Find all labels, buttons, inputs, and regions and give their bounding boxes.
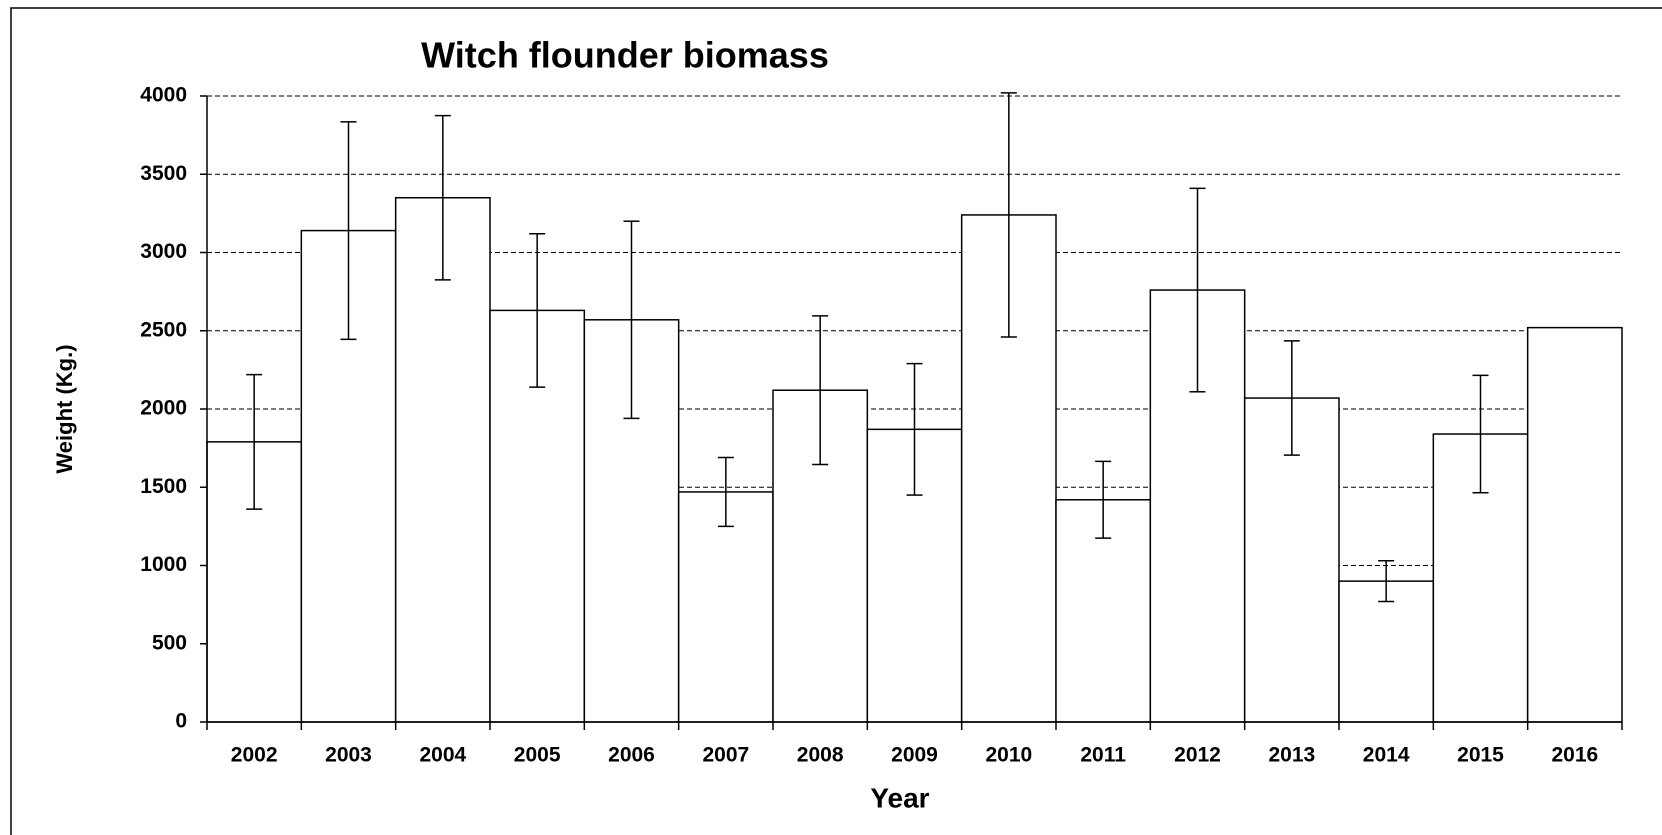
- chart-title: Witch flounder biomass: [421, 35, 829, 76]
- y-tick-label: 2000: [140, 397, 187, 420]
- x-tick-label: 2009: [891, 744, 938, 767]
- x-tick-label: 2002: [231, 744, 278, 767]
- x-tick-label: 2014: [1363, 744, 1410, 767]
- bar: [1338, 580, 1435, 723]
- x-tick-label: 2005: [514, 744, 561, 767]
- y-tick-label: 2500: [140, 318, 187, 341]
- error-bar: [1378, 560, 1395, 603]
- error-bar: [529, 232, 546, 388]
- error-bar: [906, 362, 923, 496]
- y-tick-label: 500: [152, 631, 187, 654]
- bar: [1526, 326, 1623, 723]
- error-bar: [246, 373, 263, 510]
- error-bar: [1095, 460, 1112, 539]
- error-bar: [340, 121, 357, 341]
- x-tick-label: 2011: [1080, 744, 1126, 767]
- x-tick-label: 2008: [797, 744, 844, 767]
- error-bar: [717, 456, 734, 528]
- x-tick-label: 2016: [1551, 744, 1598, 767]
- y-tick-label: 4000: [140, 84, 187, 107]
- error-bar: [1283, 340, 1300, 456]
- x-axis-label: Year: [870, 782, 929, 813]
- x-tick-label: 2015: [1457, 744, 1504, 767]
- x-tick-label: 2006: [608, 744, 655, 767]
- x-tick-label: 2010: [985, 744, 1032, 767]
- x-tick-label: 2012: [1174, 744, 1221, 767]
- bar: [394, 196, 491, 723]
- error-bar: [1189, 187, 1206, 393]
- x-tick-label: 2013: [1268, 744, 1315, 767]
- y-axis-label: Weight (Kg.): [52, 344, 77, 473]
- error-bar: [812, 315, 829, 466]
- y-tick-label: 1500: [140, 475, 187, 498]
- y-tick-label: 0: [175, 710, 187, 733]
- error-bar: [1000, 92, 1017, 338]
- y-tick-label: 1000: [140, 553, 187, 576]
- error-bar: [623, 220, 640, 420]
- error-bar: [1472, 374, 1489, 494]
- error-bar: [434, 114, 451, 281]
- x-tick-label: 2004: [419, 744, 466, 767]
- y-tick-label: 3000: [140, 240, 187, 263]
- y-tick-label: 3500: [140, 162, 187, 185]
- x-tick-label: 2003: [325, 744, 372, 767]
- x-tick-label: 2007: [702, 744, 749, 767]
